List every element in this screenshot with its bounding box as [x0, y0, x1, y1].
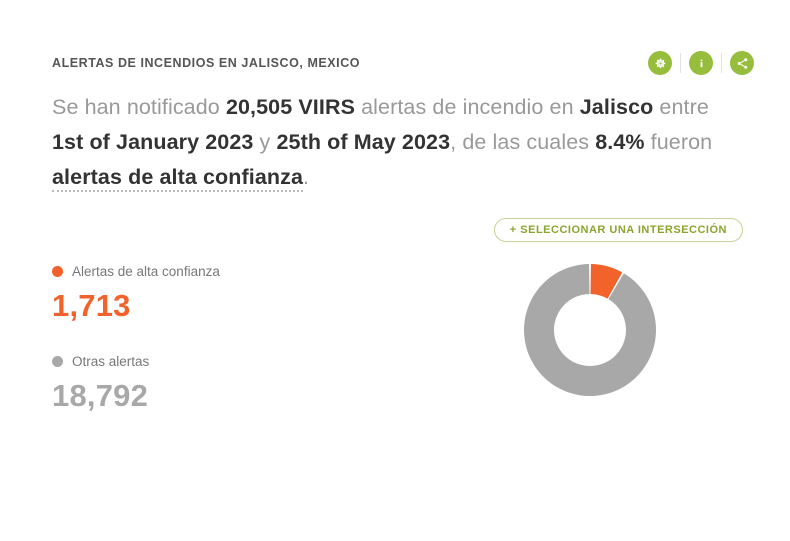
sentence-part-3: entre [653, 95, 709, 119]
settings-button[interactable] [648, 51, 672, 75]
percent-value: 8.4% [595, 130, 645, 154]
gear-icon [654, 57, 667, 70]
high-confidence-term[interactable]: alertas de alta confianza [52, 165, 304, 192]
select-intersection-button[interactable]: + SELECCIONAR UNA INTERSECCIÓN [493, 218, 743, 242]
page-title: ALERTAS DE INCENDIOS EN JALISCO, MEXICO [52, 56, 361, 70]
legend-group-other-alerts: Otras alertas 18,792 [52, 352, 352, 416]
legend-value-high-confidence: 1,713 [52, 288, 131, 323]
share-icon [736, 57, 749, 70]
legend-dot-icon [52, 355, 63, 367]
share-button[interactable] [730, 51, 754, 75]
info-button[interactable] [689, 51, 713, 75]
location-name: Jalisco [579, 95, 654, 119]
legend-item-other-alerts[interactable]: Otras alertas [52, 352, 352, 370]
legend-label-high-confidence: Alertas de alta confianza [72, 263, 220, 279]
donut-chart [523, 263, 657, 397]
sentence-part-2: alertas de incendio en [355, 95, 580, 119]
date-end: 25th of May 2023 [276, 130, 451, 154]
date-start: 1st of January 2023 [52, 130, 254, 154]
summary-sentence: Se han notificado 20,505 VIIRS alertas d… [52, 90, 742, 195]
donut-slice-high-confidence[interactable] [590, 264, 623, 299]
sentence-part-1: Se han notificado [52, 95, 226, 119]
legend-value-other-alerts: 18,792 [52, 378, 149, 413]
sentence-part-6: fueron [644, 130, 713, 154]
legend-dot-icon [52, 265, 63, 277]
legend: Alertas de alta confianza 1,713 Otras al… [52, 262, 352, 442]
sentence-part-5: , de las cuales [450, 130, 596, 154]
header-actions [648, 51, 754, 75]
donut-slice-other-alerts[interactable] [524, 264, 656, 396]
legend-item-high-confidence[interactable]: Alertas de alta confianza [52, 262, 352, 280]
info-icon [695, 57, 708, 70]
header-divider [721, 53, 722, 73]
donut-chart-svg [524, 264, 656, 396]
legend-label-other-alerts: Otras alertas [72, 353, 150, 369]
legend-group-high-confidence: Alertas de alta confianza 1,713 [52, 262, 352, 326]
header-divider [680, 53, 681, 73]
alerts-count: 20,505 VIIRS [225, 95, 356, 119]
sentence-part-4: y [253, 130, 277, 154]
sentence-part-7: . [303, 165, 310, 189]
widget-header: ALERTAS DE INCENDIOS EN JALISCO, MEXICO [52, 46, 754, 80]
